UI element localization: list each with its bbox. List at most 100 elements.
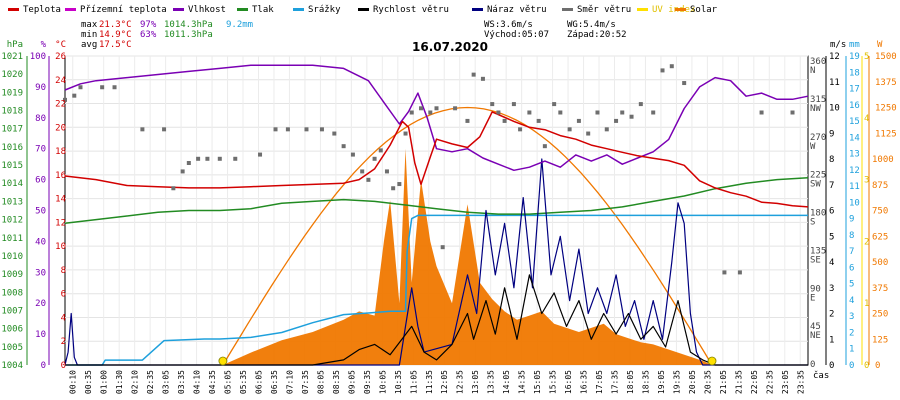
- pressure-axis-tick: 1008: [1, 288, 23, 298]
- wind-direction-point: [434, 106, 439, 111]
- pressure-axis-tick: 1016: [1, 143, 23, 153]
- wind-axis-tick: 2: [829, 310, 834, 320]
- wind-direction-point: [140, 127, 145, 132]
- wind-direction-point: [722, 270, 727, 275]
- uv-axis-tick: 0: [864, 361, 869, 371]
- rain-line: [65, 214, 808, 366]
- x-tick-label: 18:35: [641, 370, 650, 394]
- humidity-axis-tick: 20: [35, 299, 46, 309]
- wind-axis-unit: m/s: [830, 40, 846, 50]
- wind-direction-point: [527, 110, 532, 115]
- direction-compass-tick: S: [810, 218, 815, 228]
- x-tick-label: 23:35: [796, 370, 805, 394]
- pressure-axis-tick: 1020: [1, 70, 23, 80]
- x-tick-label: 01:30: [115, 370, 124, 394]
- rain-axis-tick: 14: [849, 133, 860, 143]
- direction-compass-tick: NW: [810, 104, 821, 114]
- temperature-axis-tick: 8: [61, 266, 66, 276]
- x-tick-label: 00:35: [84, 370, 93, 394]
- humidity-axis-tick: 30: [35, 268, 46, 278]
- x-tick-label: 02:35: [146, 370, 155, 394]
- temperature-axis-tick: 4: [61, 313, 66, 323]
- x-tick-label: 20:35: [703, 370, 712, 394]
- wind-direction-point: [304, 127, 309, 132]
- rain-axis-tick: 13: [849, 150, 860, 160]
- wind-direction-point: [285, 127, 290, 132]
- wind-direction-point: [397, 182, 402, 187]
- rain-axis-tick: 0: [849, 361, 854, 371]
- x-tick-label: 21:05: [719, 370, 728, 394]
- direction-tick: 45: [810, 322, 821, 332]
- x-tick-label: 17:05: [595, 370, 604, 394]
- humidity-axis-tick: 90: [35, 83, 46, 93]
- wind-direction-point: [419, 106, 424, 111]
- pressure-axis-tick: 1009: [1, 270, 23, 280]
- stat-max-pressure: 1014.3hPa: [164, 20, 213, 30]
- info-sunset: Západ:20:52: [567, 30, 627, 40]
- solar-area: [222, 148, 713, 365]
- wind-axis-tick: 5: [829, 232, 834, 242]
- solar-axis-tick: 1375: [875, 78, 897, 88]
- pressure-axis-tick: 1018: [1, 107, 23, 117]
- rain-axis-tick: 2: [849, 328, 854, 338]
- wind-axis-tick: 11: [829, 78, 840, 88]
- pressure-axis-tick: 1004: [1, 361, 23, 371]
- x-tick-label: 07:10: [285, 370, 294, 394]
- rain-axis-tick: 15: [849, 117, 860, 127]
- solar-axis-tick: 875: [872, 181, 888, 191]
- solar-axis-tick: 1000: [872, 155, 894, 165]
- x-tick-label: 15:05: [533, 370, 542, 394]
- wind-direction-point: [372, 156, 377, 161]
- wind-direction-point: [660, 68, 665, 73]
- stat-max-temp: 21.3°C: [99, 20, 132, 30]
- pressure-line: [64, 177, 809, 224]
- legend-label: UV index: [652, 5, 696, 15]
- x-tick-label: 13:35: [487, 370, 496, 394]
- solar-axis-tick: 250: [872, 310, 888, 320]
- wind-direction-point: [558, 110, 563, 115]
- stat-min-temp: 14.9°C: [99, 30, 132, 40]
- temperature-axis-tick: 24: [55, 76, 66, 86]
- x-tick-label: 13:05: [471, 370, 480, 394]
- gust-line: [64, 158, 808, 366]
- x-tick-label: 00:10: [69, 370, 78, 394]
- temperature-line: [64, 111, 809, 208]
- wind-direction-point: [496, 110, 501, 115]
- x-tick-label: 01:00: [100, 370, 109, 394]
- legend-swatch: [8, 8, 19, 11]
- direction-tick: 0: [810, 360, 815, 370]
- solar-axis-tick: 125: [872, 335, 888, 345]
- legend-label: Srážky: [308, 5, 341, 15]
- rain-axis-tick: 1: [849, 345, 854, 355]
- x-tick-label: 11:35: [425, 370, 434, 394]
- wind-axis-tick: 3: [829, 284, 834, 294]
- rain-axis-tick: 18: [849, 68, 860, 78]
- stat-avg-temp: 17.5°C: [99, 40, 132, 50]
- legend-swatch: [237, 8, 248, 11]
- wind-direction-point: [638, 102, 643, 107]
- solar-theory-line: [222, 106, 713, 366]
- legend-label: Vlhkost: [188, 5, 226, 15]
- wind-axis-tick: 0: [829, 361, 834, 371]
- solar-axis-tick: 750: [872, 207, 888, 217]
- wind-direction-point: [409, 110, 414, 115]
- solar-axis-tick: 500: [872, 258, 888, 268]
- stat-min-label: min: [81, 30, 97, 40]
- direction-tick: 315: [810, 95, 826, 105]
- uv-axis-tick: 3: [864, 176, 869, 186]
- pressure-axis-unit: hPa: [7, 40, 23, 50]
- wind-direction-point: [536, 118, 541, 123]
- wind-direction-point: [162, 127, 167, 132]
- pressure-axis-tick: 1013: [1, 197, 23, 207]
- temperature-axis-tick: 14: [55, 195, 66, 205]
- x-tick-label: 08:05: [316, 370, 325, 394]
- wind-direction-point: [196, 156, 201, 161]
- wind-direction-point: [552, 102, 557, 107]
- wind-direction-point: [595, 110, 600, 115]
- wind-direction-point: [586, 131, 591, 136]
- wind-direction-point: [471, 72, 476, 77]
- temperature-axis-tick: 6: [61, 290, 66, 300]
- wind-direction-point: [384, 169, 389, 174]
- rain-axis-tick: 5: [849, 280, 854, 290]
- x-tick-label: 04:35: [208, 370, 217, 394]
